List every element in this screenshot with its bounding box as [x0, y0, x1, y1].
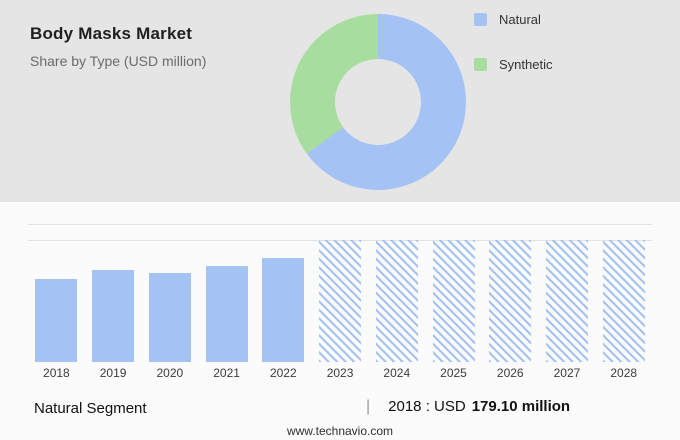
page-subtitle: Share by Type (USD million): [30, 53, 207, 69]
forecast-bar-2023: [319, 240, 362, 362]
axis-label-2018: 2018: [43, 366, 70, 380]
axis-label-2019: 2019: [99, 366, 127, 380]
chart-legend: Natural Synthetic: [474, 12, 552, 102]
value-group: | 2018 : USD 179.10 million: [366, 398, 570, 416]
bar-column-2018: [28, 279, 85, 362]
axis-label-2027: 2027: [553, 366, 581, 380]
bar-2019: [92, 270, 135, 362]
bar-2020: [148, 273, 191, 362]
legend-item-synthetic: Synthetic: [474, 57, 552, 72]
donut-hole: [335, 59, 421, 145]
axis-label-2022: 2022: [269, 366, 297, 380]
axis-label-2020: 2020: [156, 366, 184, 380]
forecast-bar-2027: [545, 240, 588, 362]
segment-label: Natural Segment: [34, 400, 147, 417]
titles-block: Body Masks Market Share by Type (USD mil…: [30, 24, 206, 69]
legend-label: Natural: [499, 12, 541, 27]
value-bold: 179.10 million: [471, 398, 571, 415]
forecast-bar-2025: [432, 240, 475, 362]
bar-2022: [262, 258, 305, 362]
value-prefix: 2018 : USD: [388, 398, 466, 415]
bar-2018: [35, 279, 78, 362]
plot-area: [28, 204, 652, 362]
axis-label-2023: 2023: [326, 366, 354, 380]
bar-column-2028: [595, 240, 652, 362]
axis-label-2021: 2021: [213, 366, 240, 380]
axis-label-2025: 2025: [440, 366, 467, 380]
page-title: Body Masks Market: [30, 24, 193, 43]
donut-chart: [290, 14, 466, 190]
bar-column-2022: [255, 258, 312, 362]
legend-label: Synthetic: [499, 57, 553, 72]
gridline: [28, 224, 652, 225]
forecast-bar-2024: [375, 240, 418, 362]
bars: [28, 204, 652, 362]
bar-column-2021: [198, 266, 255, 362]
legend-swatch: [474, 13, 487, 26]
bar-column-2024: [368, 240, 425, 362]
forecast-bar-2026: [489, 240, 532, 362]
bar-chart-section: 2018 2019 2020 2021 2022 2023 2024 2025 2026 2027…: [0, 202, 680, 440]
axis-label-2028: 2028: [610, 366, 638, 380]
bar-column-2019: [85, 270, 142, 362]
summary-row: Natural Segment | 2018 : USD 179.10 mill…: [0, 398, 680, 422]
bar-column-2026: [482, 240, 539, 362]
axis-label-2024: 2024: [383, 366, 411, 380]
x-axis-labels: 2018 2019 2020 2021 2022 2023 2024 2025 2026 2027…: [28, 366, 652, 380]
forecast-bar-2028: [602, 240, 645, 362]
legend-item-natural: Natural: [474, 12, 552, 27]
separator: |: [366, 398, 371, 415]
bar-column-2020: [141, 273, 198, 362]
bar-column-2025: [425, 240, 482, 362]
legend-swatch: [474, 58, 487, 71]
bar-chart: 2018 2019 2020 2021 2022 2023 2024 2025 2026 2027…: [28, 204, 652, 388]
bar-column-2027: [539, 240, 596, 362]
website-url: www.technavio.com: [286, 424, 394, 438]
bar-2021: [205, 266, 248, 362]
axis-label-2026: 2026: [496, 366, 524, 380]
bar-column-2023: [312, 240, 369, 362]
header-band: Body Masks Market Share by Type (USD mil…: [0, 0, 680, 202]
